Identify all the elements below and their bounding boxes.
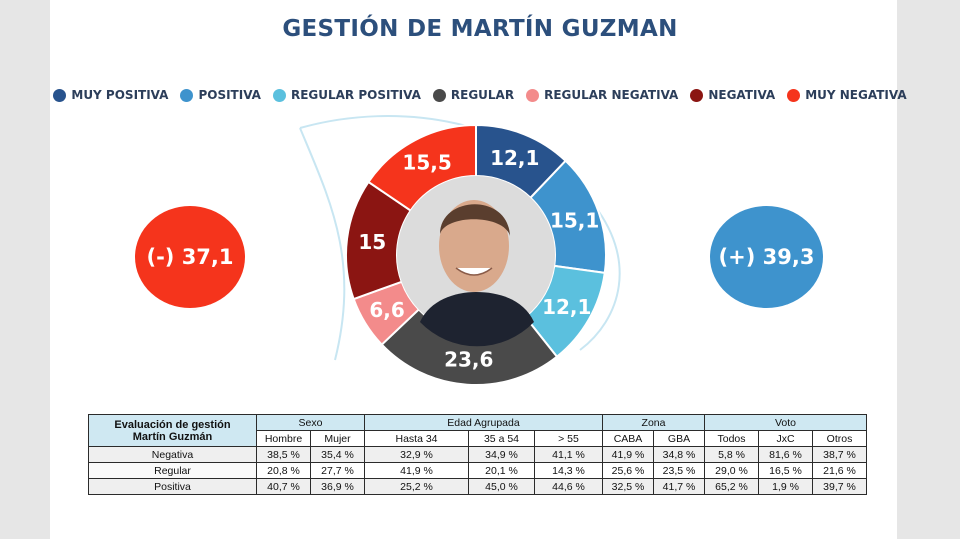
table-cell: 14,3 % xyxy=(534,462,603,479)
table-cell: 36,9 % xyxy=(310,478,365,495)
table-cell: 34,8 % xyxy=(653,446,705,463)
table-cell: 1,9 % xyxy=(758,478,813,495)
chart-title: GESTIÓN DE MARTÍN GUZMAN xyxy=(282,16,678,42)
legend-item: MUY NEGATIVA xyxy=(787,88,907,102)
column-header: Todos xyxy=(704,430,759,447)
group-header: Voto xyxy=(704,414,867,431)
table-row: Negativa 38,5 % 35,4 % 32,9 % 34,9 % 41,… xyxy=(88,446,867,463)
slice-value-label: 15 xyxy=(358,230,386,254)
legend-item: REGULAR NEGATIVA xyxy=(526,88,678,102)
column-header: Mujer xyxy=(310,430,365,447)
table-corner: Evaluación de gestión Martín Guzmán xyxy=(88,414,257,447)
slice-value-label: 12,1 xyxy=(542,295,591,319)
donut-slices xyxy=(345,123,607,386)
table-cell: 16,5 % xyxy=(758,462,813,479)
slice-value-label: 6,6 xyxy=(369,298,404,322)
table-cell: 41,9 % xyxy=(364,462,469,479)
column-header: 35 a 54 xyxy=(468,430,535,447)
positive-total-bubble: (+) 39,3 xyxy=(710,206,823,308)
table-cell: 21,6 % xyxy=(812,462,867,479)
table-cell: 29,0 % xyxy=(704,462,759,479)
legend-item: MUY POSITIVA xyxy=(53,88,168,102)
legend-item: NEGATIVA xyxy=(690,88,775,102)
table-row: Regular 20,8 % 27,7 % 41,9 % 20,1 % 14,3… xyxy=(88,462,867,479)
legend-swatch xyxy=(526,88,540,102)
legend-swatch xyxy=(787,88,801,102)
photo-suit xyxy=(420,292,534,347)
group-header: Sexo xyxy=(256,414,365,431)
column-header: CABA xyxy=(602,430,654,447)
slice-value-label: 15,1 xyxy=(550,209,599,233)
table-row: Positiva 40,7 % 36,9 % 25,2 % 45,0 % 44,… xyxy=(88,478,867,495)
table-cell: 5,8 % xyxy=(704,446,759,463)
legend-label: NEGATIVA xyxy=(708,88,776,102)
table-cell: 41,7 % xyxy=(653,478,705,495)
column-header: Hasta 34 xyxy=(364,430,469,447)
legend-swatch xyxy=(272,88,286,102)
legend-label: MUY POSITIVA xyxy=(71,88,169,102)
legend: MUY POSITIVA POSITIVA REGULAR POSITIVA R… xyxy=(0,88,960,102)
table-cell: 65,2 % xyxy=(704,478,759,495)
slice-value-label: 12,1 xyxy=(490,146,539,170)
group-header: Edad Agrupada xyxy=(364,414,603,431)
center-photo xyxy=(397,176,555,347)
slice-value-label: 15,5 xyxy=(402,151,451,175)
table-cell: 34,9 % xyxy=(468,446,535,463)
breakdown-table: Evaluación de gestión Martín Guzmán Sexo… xyxy=(88,414,867,495)
table-cell: 35,4 % xyxy=(310,446,365,463)
table-cell: 32,9 % xyxy=(364,446,469,463)
table-cell: 40,7 % xyxy=(256,478,311,495)
legend-label: POSITIVA xyxy=(198,88,261,102)
table-cell: 39,7 % xyxy=(812,478,867,495)
table-cell: 81,6 % xyxy=(758,446,813,463)
slice-labels: 12,1 15,1 12,1 23,6 6,6 15 15,5 xyxy=(358,146,599,371)
column-header: > 55 xyxy=(534,430,603,447)
table-cell: 45,0 % xyxy=(468,478,535,495)
column-header: Otros xyxy=(812,430,867,447)
table-cell: 38,7 % xyxy=(812,446,867,463)
table-cell: 38,5 % xyxy=(256,446,311,463)
photo-smile xyxy=(455,267,493,276)
table-cell: 27,7 % xyxy=(310,462,365,479)
column-header: Hombre xyxy=(256,430,311,447)
corner-line: Evaluación de gestión xyxy=(114,418,231,431)
table-cell: 44,6 % xyxy=(534,478,603,495)
table-cell: 25,6 % xyxy=(602,462,654,479)
legend-label: REGULAR POSITIVA xyxy=(290,88,421,102)
negative-total-bubble: (-) 37,1 xyxy=(135,206,245,308)
row-label: Negativa xyxy=(88,446,257,463)
legend-swatch xyxy=(53,88,67,102)
legend-swatch xyxy=(432,88,446,102)
column-header: GBA xyxy=(653,430,705,447)
table-cell: 25,2 % xyxy=(364,478,469,495)
legend-label: REGULAR xyxy=(450,88,515,102)
table-cell: 20,1 % xyxy=(468,462,535,479)
photo-hair xyxy=(440,204,510,236)
legend-item: REGULAR POSITIVA xyxy=(272,88,421,102)
legend-item: POSITIVA xyxy=(180,88,261,102)
slice-value-label: 23,6 xyxy=(444,347,493,371)
legend-label: MUY NEGATIVA xyxy=(805,88,907,102)
table-cell: 41,1 % xyxy=(534,446,603,463)
table-cell: 41,9 % xyxy=(602,446,654,463)
table-cell: 20,8 % xyxy=(256,462,311,479)
table-cell: 32,5 % xyxy=(602,478,654,495)
table-cell: 23,5 % xyxy=(653,462,705,479)
row-label: Positiva xyxy=(88,478,257,495)
group-header: Zona xyxy=(602,414,705,431)
legend-swatch xyxy=(180,88,194,102)
legend-swatch xyxy=(690,88,704,102)
legend-label: REGULAR NEGATIVA xyxy=(544,88,679,102)
legend-item: REGULAR xyxy=(432,88,515,102)
swoosh-line xyxy=(299,127,346,361)
row-label: Regular xyxy=(88,462,257,479)
column-header: JxC xyxy=(758,430,813,447)
corner-line: Martín Guzmán xyxy=(132,430,213,443)
table-group-row: Evaluación de gestión Martín Guzmán Sexo… xyxy=(88,414,867,447)
